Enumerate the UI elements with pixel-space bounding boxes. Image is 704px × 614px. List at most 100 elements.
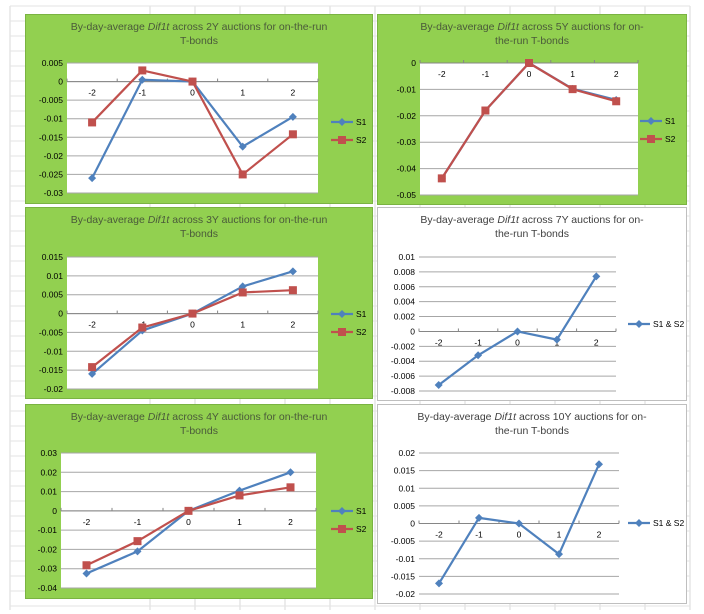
chart-title-text: By-day-average <box>420 214 498 226</box>
chart-title: By-day-average Dif1t across 5Y auctions … <box>378 20 686 48</box>
chart-title-text: the-run T-bonds <box>495 425 569 437</box>
chart-title-line: By-day-average Dif1t across 5Y auctions … <box>378 20 686 34</box>
plot-area <box>67 257 318 389</box>
legend-label: S1 <box>356 117 367 127</box>
x-tick-label: -2 <box>435 337 443 347</box>
chart-4y-auctions[interactable]: By-day-average Dif1t across 4Y auctions … <box>25 404 373 599</box>
y-tick-label: -0.015 <box>39 365 63 375</box>
x-tick-label: 1 <box>570 69 575 79</box>
y-tick-label: -0.02 <box>396 589 416 599</box>
y-tick-label: 0.015 <box>42 252 64 262</box>
y-tick-label: 0.002 <box>394 312 416 322</box>
y-tick-label: -0.015 <box>391 571 415 581</box>
x-tick-label: -1 <box>474 337 482 347</box>
chart-title-text: By-day-average <box>420 21 498 33</box>
data-point <box>286 468 295 477</box>
legend-diamond-icon <box>635 320 643 328</box>
y-tick-label: -0.04 <box>397 164 417 174</box>
legend-label: S2 <box>356 135 367 145</box>
y-tick-label: -0.02 <box>38 544 58 554</box>
x-tick-label: 2 <box>291 320 296 330</box>
chart-title-variable: Dif1t <box>497 21 519 33</box>
chart-title-line: By-day-average Dif1t across 3Y auctions … <box>26 213 372 227</box>
y-tick-label: 0 <box>410 519 415 529</box>
chart-title-line: T-bonds <box>26 227 372 241</box>
legend-diamond-icon <box>635 519 643 527</box>
legend-label: S2 <box>356 327 367 337</box>
data-point <box>288 112 297 121</box>
y-tick-label: -0.03 <box>397 137 417 147</box>
chart-canvas: 0.01 0.008 0.006 0.004 0.002 0 -0.002 -0.004 -0.… <box>391 252 685 396</box>
chart-title: By-day-average Dif1t across 4Y auctions … <box>26 410 372 438</box>
data-point <box>133 547 142 556</box>
y-tick-label: 0 <box>52 506 57 516</box>
chart-title-text: T-bonds <box>180 425 218 437</box>
data-point <box>82 561 91 570</box>
chart-title-text: T-bonds <box>180 35 218 47</box>
data-point <box>238 282 247 291</box>
chart-2y-auctions[interactable]: By-day-average Dif1t across 2Y auctions … <box>25 14 373 204</box>
chart-title-text: By-day-average <box>70 214 148 226</box>
data-point <box>513 327 522 336</box>
chart-title-line: T-bonds <box>26 34 372 48</box>
data-point <box>188 77 197 86</box>
data-point <box>481 106 490 115</box>
chart-title-text: the-run T-bonds <box>495 35 569 47</box>
chart-title-text: By-day-average <box>70 21 148 33</box>
chart-10y-auctions[interactable]: By-day-average Dif1t across 10Y auctions… <box>377 404 687 604</box>
x-tick-label: 1 <box>240 88 245 98</box>
legend-diamond-icon <box>338 118 346 126</box>
y-tick-label: -0.005 <box>39 327 63 337</box>
data-point <box>437 174 446 183</box>
chart-title-variable: Dif1t <box>147 411 170 423</box>
y-tick-label: 0.005 <box>394 501 416 511</box>
chart-title-text: across 7Y auctions for on- <box>518 214 644 226</box>
y-tick-label: 0.01 <box>46 271 63 281</box>
x-tick-label: 1 <box>557 530 562 540</box>
data-point <box>238 288 247 297</box>
chart-title-variable: Dif1t <box>147 21 170 33</box>
x-tick-label: 0 <box>186 517 191 527</box>
y-tick-label: 0.005 <box>42 290 64 300</box>
y-tick-label: -0.01 <box>44 114 64 124</box>
data-point <box>515 519 523 528</box>
chart-7y-auctions[interactable]: By-day-average Dif1t across 7Y auctions … <box>377 207 687 401</box>
chart-title-variable: Dif1t <box>494 411 517 423</box>
data-point <box>555 550 563 559</box>
data-point <box>475 513 483 522</box>
legend-label: S1 <box>665 116 676 126</box>
x-tick-label: -2 <box>88 88 96 98</box>
chart-title: By-day-average Dif1t across 10Y auctions… <box>378 410 686 438</box>
chart-title-line: By-day-average Dif1t across 4Y auctions … <box>26 410 372 424</box>
data-point <box>435 579 443 588</box>
data-point <box>474 351 483 360</box>
x-tick-label: -2 <box>435 530 443 540</box>
y-tick-label: -0.004 <box>391 356 415 366</box>
legend-label: S1 & S2 <box>653 319 684 329</box>
chart-title-text: across 3Y auctions for on-the-run <box>169 214 328 226</box>
y-tick-label: 0 <box>58 309 63 319</box>
y-tick-label: 0.01 <box>398 483 415 493</box>
x-tick-label: 0 <box>190 88 195 98</box>
chart-3y-auctions[interactable]: By-day-average Dif1t across 3Y auctions … <box>25 207 373 399</box>
x-tick-label: 1 <box>237 517 242 527</box>
y-tick-label: -0.02 <box>44 151 64 161</box>
data-point <box>238 142 247 151</box>
data-point <box>238 170 247 179</box>
legend-square-icon <box>338 328 346 336</box>
data-point <box>184 506 193 515</box>
legend-diamond-icon <box>647 117 655 125</box>
plot-area <box>419 257 616 391</box>
legend-square-icon <box>647 135 655 143</box>
legend-label: S2 <box>665 134 676 144</box>
y-tick-label: -0.01 <box>44 346 64 356</box>
chart-5y-auctions[interactable]: By-day-average Dif1t across 5Y auctions … <box>377 14 687 205</box>
y-tick-label: 0.01 <box>398 252 415 262</box>
y-tick-label: 0.02 <box>398 448 415 458</box>
plot-area <box>420 63 638 195</box>
y-tick-label: -0.025 <box>39 169 63 179</box>
legend-diamond-icon <box>338 310 346 318</box>
y-tick-label: -0.01 <box>396 554 416 564</box>
data-point <box>288 130 297 139</box>
x-tick-label: 2 <box>288 517 293 527</box>
